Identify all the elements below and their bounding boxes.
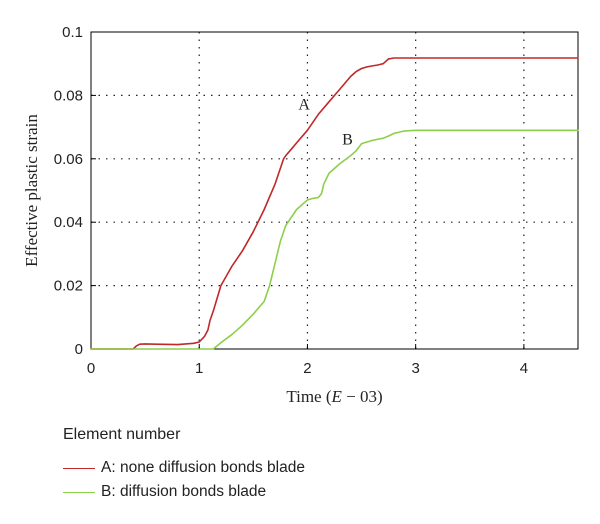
y-tick-label: 0.02: [54, 278, 83, 295]
legend-title: Element number: [63, 426, 181, 443]
series-annotations: AB: [298, 97, 352, 149]
series-line-a: [90, 57, 579, 350]
y-tick-label: 0.04: [54, 214, 83, 231]
legend-label-b: B: diffusion bonds blade: [101, 483, 267, 500]
grid-lines: [91, 32, 578, 349]
x-tick-label: 4: [520, 360, 528, 377]
x-tick-label: 0: [87, 360, 95, 377]
series-marker-label-b: B: [342, 132, 353, 149]
y-tick-label: 0.1: [62, 24, 83, 41]
legend-item-a: A: none diffusion bonds blade: [63, 456, 543, 480]
y-tick-label: 0.06: [54, 151, 83, 168]
axis-ticks: 0 1 2 3 4 0 0.02 0.04 0.06 0.08 0.1: [54, 24, 528, 377]
y-tick-label: 0.08: [54, 87, 83, 104]
legend-swatch-a: [63, 467, 95, 469]
y-axis-title: Effective plastic strain: [22, 114, 41, 267]
x-tick-label: 3: [411, 360, 419, 377]
plot-area: [90, 31, 579, 350]
x-axis-title: Time (E − 03): [286, 387, 382, 406]
series-marker-label-a: A: [298, 97, 310, 114]
x-tick-label: 1: [195, 360, 203, 377]
x-tick-label: 2: [303, 360, 311, 377]
legend-item-b: B: diffusion bonds blade: [63, 480, 543, 504]
chart: 0 1 2 3 400.020.040.060.080.1 AB Time (E − 0…: [22, 24, 579, 406]
series-lines: [90, 57, 579, 350]
legend-label-a: A: none diffusion bonds blade: [101, 459, 305, 476]
legend: Element number A: none diffusion bonds b…: [63, 426, 543, 504]
series-line-b: [90, 129, 579, 350]
y-tick-label: 0: [75, 341, 83, 358]
legend-swatch-b: [63, 491, 95, 493]
